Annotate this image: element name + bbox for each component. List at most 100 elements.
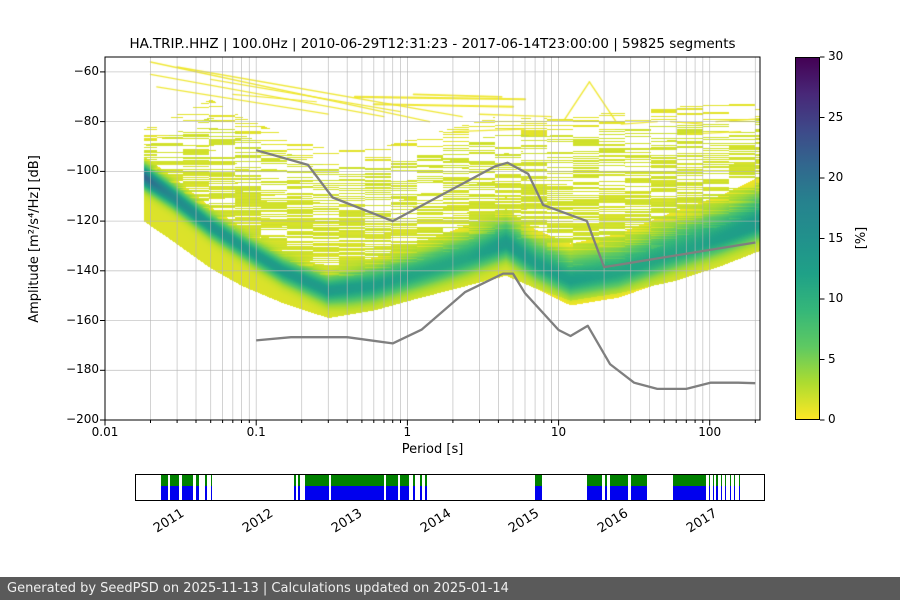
coverage-segment <box>609 475 629 500</box>
coverage-segment-bottom <box>425 486 428 500</box>
coverage-segment-bottom <box>304 486 330 500</box>
coverage-segment-bottom <box>210 486 213 500</box>
coverage-segment-top <box>672 475 707 487</box>
coverage-segment <box>738 475 740 500</box>
coverage-segment-top <box>400 475 410 487</box>
y-axis-label: Amplitude [m²/s⁴/Hz] [dB] <box>27 155 42 323</box>
coverage-segment-bottom <box>386 486 398 500</box>
coverage-segment <box>169 475 179 500</box>
colorbar-tick-label: 30 <box>828 49 844 63</box>
coverage-segment-top <box>205 475 207 487</box>
coverage-segment-bottom <box>729 486 731 500</box>
timeline-year-label: 2012 <box>240 506 277 537</box>
coverage-segment-top <box>609 475 629 487</box>
coverage-segment <box>631 475 648 500</box>
coverage-segment <box>734 475 736 500</box>
coverage-segment <box>205 475 207 500</box>
coverage-segment <box>210 475 213 500</box>
y-tick-label: −100 <box>66 163 99 178</box>
coverage-segment-bottom <box>400 486 410 500</box>
y-tick-label: −200 <box>66 412 99 426</box>
coverage-segment-top <box>716 475 718 487</box>
coverage-segment-bottom <box>631 486 648 500</box>
coverage-segment-top <box>535 475 543 487</box>
coverage-segment <box>419 475 422 500</box>
footer-bar: Generated by SeedPSD on 2025-11-13 | Cal… <box>0 577 900 600</box>
coverage-segment-top <box>425 475 428 487</box>
coverage-segment <box>716 475 718 500</box>
y-tick-label: −80 <box>73 113 99 128</box>
coverage-segment-bottom <box>196 486 199 500</box>
coverage-segment-top <box>169 475 179 487</box>
x-tick-label: 100 <box>698 425 722 439</box>
coverage-segment <box>604 475 608 500</box>
ppsd-heatmap-canvas <box>105 57 760 420</box>
coverage-timeline-bar <box>135 474 765 501</box>
coverage-segment-top <box>729 475 731 487</box>
coverage-segment <box>182 475 193 500</box>
coverage-segment-bottom <box>734 486 736 500</box>
coverage-segment-bottom <box>716 486 718 500</box>
coverage-segment-bottom <box>604 486 608 500</box>
coverage-segment-bottom <box>182 486 193 500</box>
coverage-segment-bottom <box>712 486 715 500</box>
coverage-segment <box>331 475 385 500</box>
timeline-year-label: 2017 <box>683 506 720 537</box>
coverage-segment-bottom <box>709 486 711 500</box>
timeline-year-label: 2016 <box>594 506 631 537</box>
coverage-segment-top <box>734 475 736 487</box>
coverage-segment <box>535 475 543 500</box>
coverage-segment-bottom <box>160 486 168 500</box>
coverage-segment <box>672 475 707 500</box>
coverage-segment <box>729 475 731 500</box>
coverage-segment-bottom <box>535 486 543 500</box>
coverage-segment-top <box>160 475 168 487</box>
coverage-segment <box>586 475 602 500</box>
coverage-segment-top <box>725 475 727 487</box>
colorbar-tick-label: 10 <box>828 291 844 305</box>
timeline-year-label: 2011 <box>151 506 188 537</box>
y-tick-label: −160 <box>66 312 99 327</box>
colorbar <box>795 57 820 420</box>
coverage-segment-bottom <box>419 486 422 500</box>
coverage-segment-top <box>738 475 740 487</box>
coverage-segment-top <box>412 475 415 487</box>
coverage-segment-top <box>210 475 213 487</box>
coverage-segment-bottom <box>412 486 415 500</box>
coverage-segment-top <box>712 475 715 487</box>
footer-text: Generated by SeedPSD on 2025-11-13 | Cal… <box>7 581 509 596</box>
coverage-segment-top <box>331 475 385 487</box>
y-tick-label: −180 <box>66 362 99 377</box>
coverage-segment-bottom <box>586 486 602 500</box>
coverage-segment-bottom <box>720 486 722 500</box>
coverage-segment <box>412 475 415 500</box>
coverage-segment-bottom <box>672 486 707 500</box>
coverage-segment <box>425 475 428 500</box>
chart-title: HA.TRIP..HHZ | 100.0Hz | 2010-06-29T12:3… <box>129 36 736 52</box>
coverage-segment <box>386 475 398 500</box>
coverage-segment-bottom <box>331 486 385 500</box>
colorbar-tick-label: 15 <box>828 230 844 245</box>
coverage-segment-bottom <box>205 486 207 500</box>
coverage-segment <box>293 475 296 500</box>
colorbar-tick-label: 25 <box>828 109 844 124</box>
coverage-segment-top <box>298 475 301 487</box>
x-tick-label: 0.1 <box>246 425 266 439</box>
coverage-segment-bottom <box>293 486 296 500</box>
coverage-segment-top <box>586 475 602 487</box>
x-tick-label: 0.01 <box>91 425 119 439</box>
coverage-segment-top <box>604 475 608 487</box>
coverage-segment-top <box>709 475 711 487</box>
y-tick-label: −140 <box>66 262 99 277</box>
colorbar-tick-label: 0 <box>828 412 836 426</box>
x-tick-label: 10 <box>550 425 567 439</box>
timeline-year-label: 2013 <box>328 506 365 537</box>
colorbar-tick-label: 20 <box>828 170 844 184</box>
timeline-year-label: 2014 <box>417 506 454 537</box>
coverage-segment <box>709 475 711 500</box>
coverage-segment <box>304 475 330 500</box>
coverage-segment-top <box>293 475 296 487</box>
coverage-segment <box>298 475 301 500</box>
timeline-year-label: 2015 <box>506 506 543 537</box>
